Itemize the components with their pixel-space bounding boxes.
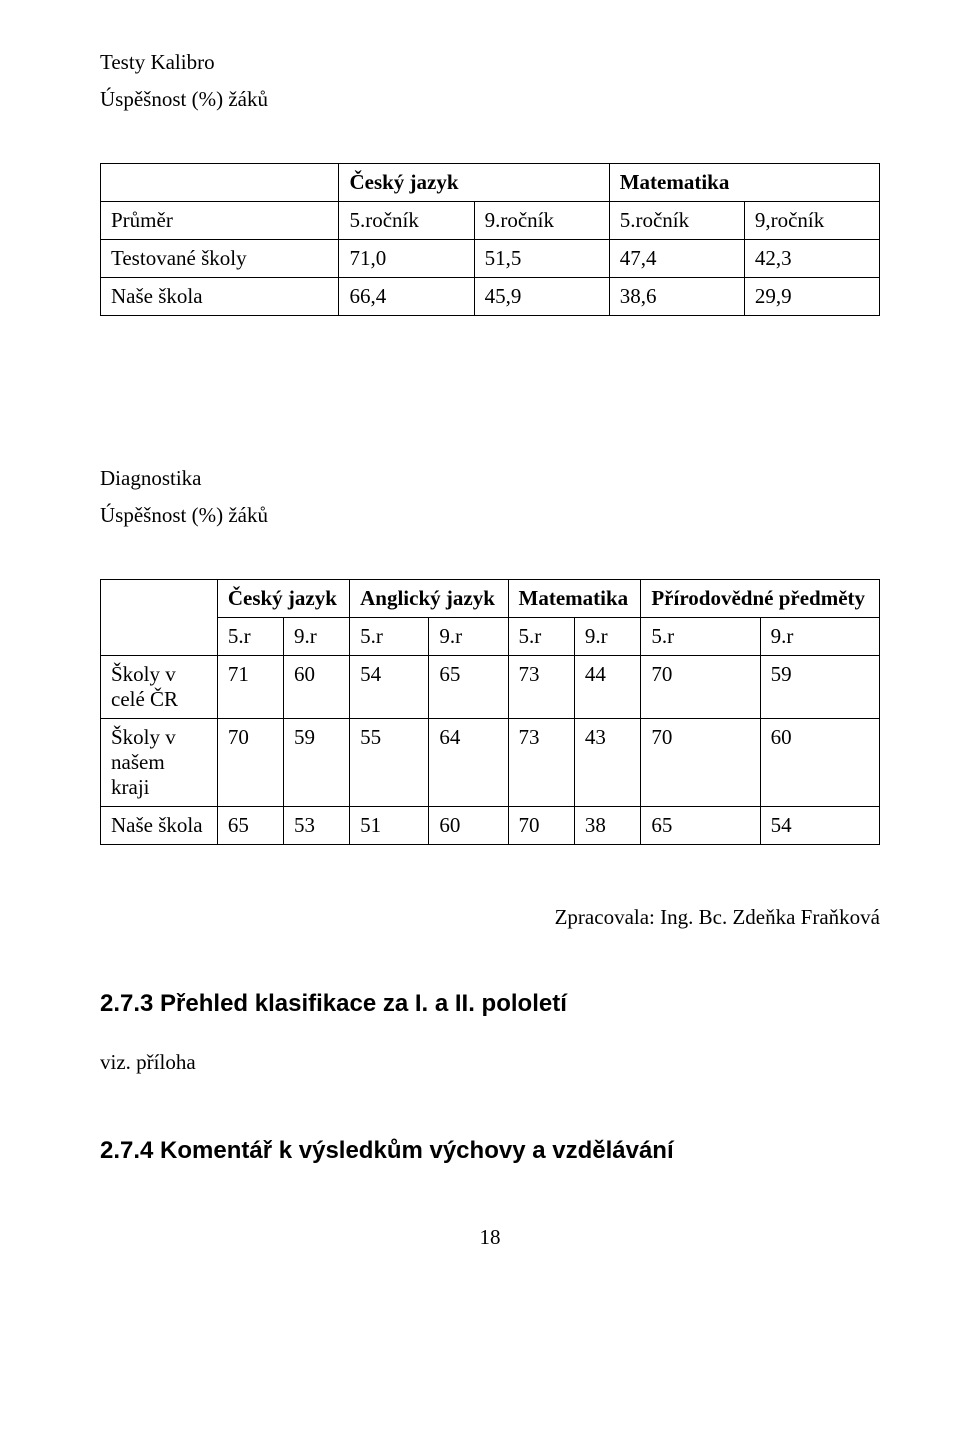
table1-row2-c4: 29,9 <box>744 277 879 315</box>
table2-r2-v1: 53 <box>283 806 349 844</box>
page-number: 18 <box>100 1225 880 1250</box>
section1-title: Testy Kalibro <box>100 48 880 77</box>
table2-r0-v1: 60 <box>283 655 349 718</box>
table1-row0-c4: 9,ročník <box>744 201 879 239</box>
table2-r2-v3: 60 <box>429 806 508 844</box>
table2-r0-v4: 73 <box>508 655 574 718</box>
table2-r0-v2: 54 <box>350 655 429 718</box>
table1-blank <box>101 163 339 201</box>
table2-r0-v0: 71 <box>217 655 283 718</box>
section1-subtitle: Úspěšnost (%) žáků <box>100 85 880 114</box>
table2-r0-v7: 59 <box>760 655 879 718</box>
heading-274: 2.7.4 Komentář k výsledkům výchovy a vzd… <box>100 1137 880 1165</box>
table2-row1-label: Školy v našem kraji <box>101 718 218 806</box>
table2-sub4: 5.r <box>508 617 574 655</box>
table2-sub5: 9.r <box>574 617 640 655</box>
table2-r2-v7: 54 <box>760 806 879 844</box>
credit-text: Zpracovala: Ing. Bc. Zdeňka Fraňková <box>100 905 880 930</box>
table2-r1-v6: 70 <box>641 718 760 806</box>
table2-r2-v6: 65 <box>641 806 760 844</box>
heading-273: 2.7.3 Přehled klasifikace za I. a II. po… <box>100 990 880 1018</box>
table2-r1-v3: 64 <box>429 718 508 806</box>
table2-r1-v5: 43 <box>574 718 640 806</box>
table2-r2-v4: 70 <box>508 806 574 844</box>
table2-r1-v7: 60 <box>760 718 879 806</box>
table1-row0-c3: 5.ročník <box>609 201 744 239</box>
table1-row2-c1: 66,4 <box>339 277 474 315</box>
table1-row0-label: Průměr <box>101 201 339 239</box>
table1-row0-c1: 5.ročník <box>339 201 474 239</box>
table1-row1-label: Testované školy <box>101 239 339 277</box>
table2-blank <box>101 579 218 655</box>
table2-r1-v4: 73 <box>508 718 574 806</box>
table2-r1-v1: 59 <box>283 718 349 806</box>
section2-title: Diagnostika <box>100 464 880 493</box>
table1-row0-c2: 9.ročník <box>474 201 609 239</box>
table1-group2: Matematika <box>609 163 879 201</box>
table2-r2-v5: 38 <box>574 806 640 844</box>
table2-sub0: 5.r <box>217 617 283 655</box>
table2-group3: Přírodovědné předměty <box>641 579 880 617</box>
table1-row2-c2: 45,9 <box>474 277 609 315</box>
table1-row2-label: Naše škola <box>101 277 339 315</box>
table2-group2: Matematika <box>508 579 641 617</box>
table2-r1-v0: 70 <box>217 718 283 806</box>
table1-row1-c2: 51,5 <box>474 239 609 277</box>
viz-text: viz. příloha <box>100 1048 880 1077</box>
table2-r0-v3: 65 <box>429 655 508 718</box>
table-kalibro: Český jazyk Matematika Průměr 5.ročník 9… <box>100 163 880 316</box>
table2-r2-v2: 51 <box>350 806 429 844</box>
table1-row1-c3: 47,4 <box>609 239 744 277</box>
table1-row1-c1: 71,0 <box>339 239 474 277</box>
table2-group1: Anglický jazyk <box>350 579 508 617</box>
section2-subtitle: Úspěšnost (%) žáků <box>100 501 880 530</box>
table2-row0-label: Školy v celé ČR <box>101 655 218 718</box>
table2-r0-v6: 70 <box>641 655 760 718</box>
table2-sub7: 9.r <box>760 617 879 655</box>
table1-row1-c4: 42,3 <box>744 239 879 277</box>
table-diagnostika: Český jazyk Anglický jazyk Matematika Př… <box>100 579 880 845</box>
table2-sub1: 9.r <box>283 617 349 655</box>
table2-row2-label: Naše škola <box>101 806 218 844</box>
table2-sub6: 5.r <box>641 617 760 655</box>
table2-group0: Český jazyk <box>217 579 349 617</box>
table2-r2-v0: 65 <box>217 806 283 844</box>
table2-sub2: 5.r <box>350 617 429 655</box>
table2-sub3: 9.r <box>429 617 508 655</box>
table2-r1-v2: 55 <box>350 718 429 806</box>
table2-r0-v5: 44 <box>574 655 640 718</box>
table1-row2-c3: 38,6 <box>609 277 744 315</box>
table1-group1: Český jazyk <box>339 163 609 201</box>
